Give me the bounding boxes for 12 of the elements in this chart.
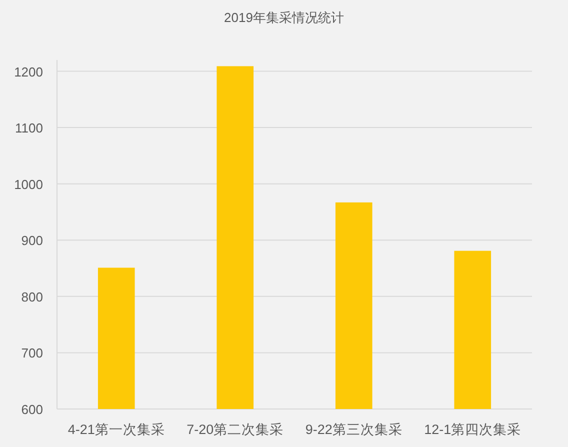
y-tick-label: 900	[21, 233, 43, 248]
y-tick-label: 1200	[14, 64, 43, 80]
x-tick-label: 12-1第四次集采	[424, 422, 522, 437]
x-tick-label: 4-21第一次集采	[68, 422, 165, 437]
y-tick-label: 800	[21, 289, 43, 304]
y-tick-label: 600	[21, 402, 43, 417]
y-tick-label: 1100	[15, 120, 43, 136]
chart-title: 2019年集采情况统计	[224, 10, 344, 25]
x-tick-label: 9-22第三次集采	[305, 422, 402, 437]
x-tick-label: 7-20第二次集采	[186, 422, 284, 437]
y-tick-label: 1000	[14, 176, 43, 192]
y-tick-label: 700	[21, 346, 43, 361]
